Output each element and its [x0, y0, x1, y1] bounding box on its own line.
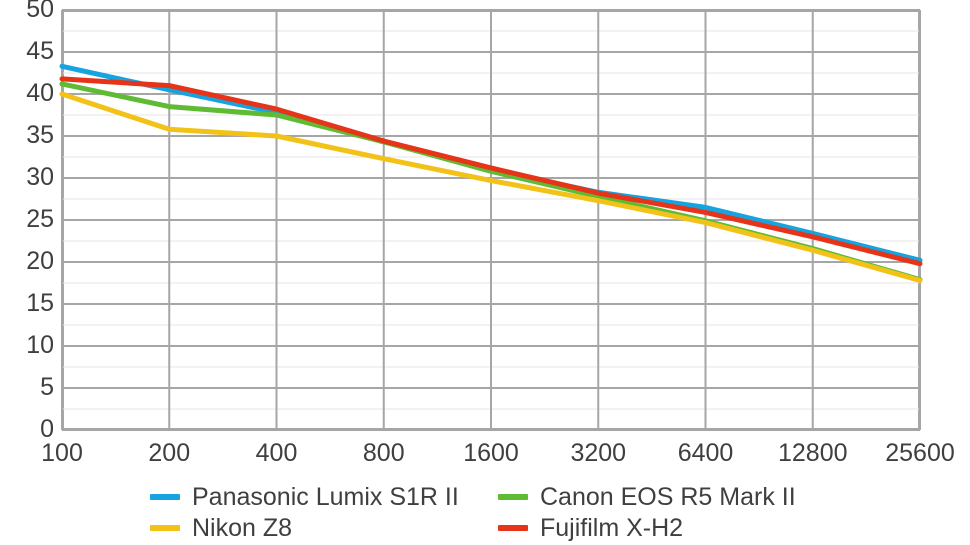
legend-label: Fujifilm X-H2	[540, 514, 684, 542]
y-tick-label: 30	[26, 163, 54, 191]
y-tick-label: 10	[26, 331, 54, 359]
x-tick-label: 1600	[463, 439, 519, 467]
x-tick-label: 3200	[570, 439, 627, 467]
legend-item[interactable]: Fujifilm X-H2	[498, 513, 683, 543]
grid-lines	[61, 9, 921, 431]
x-tick-label: 6400	[677, 439, 734, 467]
y-tick-label: 50	[26, 0, 54, 23]
series-line-3	[59, 76, 923, 267]
series-line-2	[59, 91, 923, 283]
legend-swatch-icon	[150, 525, 180, 531]
x-tick-label: 25600	[885, 439, 955, 467]
y-tick-label: 25	[26, 205, 54, 233]
y-tick-label: 40	[26, 79, 54, 107]
chart-legend: Panasonic Lumix S1R II Canon EOS R5 Mark …	[150, 482, 950, 544]
legend-swatch-icon	[498, 494, 528, 500]
legend-label: Panasonic Lumix S1R II	[192, 483, 459, 511]
plot-area	[59, 9, 923, 431]
y-tick-label: 5	[40, 373, 54, 401]
legend-label: Canon EOS R5 Mark II	[540, 483, 796, 511]
x-tick-label: 800	[362, 439, 405, 467]
legend-swatch-icon	[150, 494, 180, 500]
legend-swatch-icon	[498, 525, 528, 531]
x-tick-label: 400	[255, 439, 298, 467]
y-tick-label: 15	[26, 289, 54, 317]
legend-item[interactable]: Canon EOS R5 Mark II	[498, 482, 796, 512]
x-tick-label: 100	[41, 439, 83, 467]
legend-item[interactable]: Panasonic Lumix S1R II	[150, 482, 459, 512]
y-tick-label: 20	[26, 247, 54, 275]
y-tick-label: 35	[26, 121, 54, 149]
series-lines	[59, 63, 923, 283]
y-axis: 0 5 10 15 20 25 30 35 40 45 50	[0, 0, 54, 443]
x-axis: 100 200 400 800 1600 3200 6400 12800 25600	[0, 438, 970, 478]
x-tick-label: 200	[148, 439, 191, 467]
y-tick-label: 0	[40, 415, 54, 443]
legend-label: Nikon Z8	[192, 514, 293, 542]
x-tick-label: 12800	[777, 439, 848, 467]
y-tick-label: 45	[26, 37, 54, 65]
legend-item[interactable]: Nikon Z8	[150, 513, 292, 543]
